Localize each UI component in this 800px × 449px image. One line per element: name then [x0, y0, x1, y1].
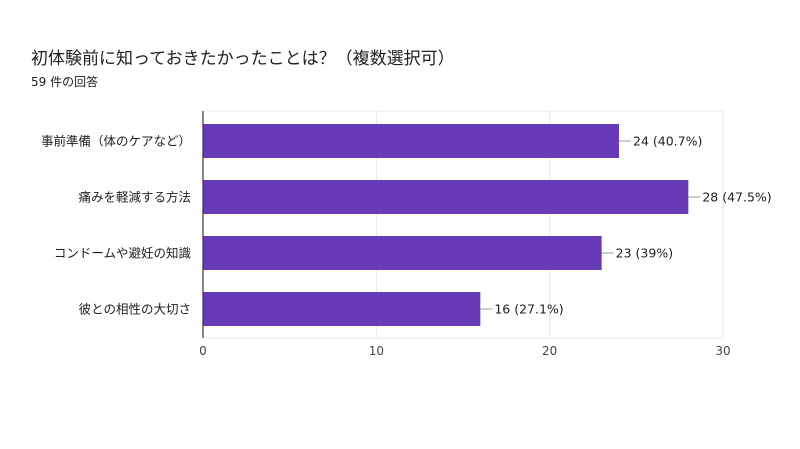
chart-title: 初体験前に知っておきたかったことは？（複数選択可） — [31, 49, 455, 69]
category-label: 事前準備（体のケアなど） — [41, 134, 191, 149]
x-tick-label: 10 — [369, 344, 384, 358]
bar — [203, 124, 619, 158]
bar — [203, 236, 602, 270]
data-label: 16 (27.1%) — [494, 302, 563, 317]
category-label: 彼との相性の大切さ — [79, 302, 191, 317]
response-count: 59 件の回答 — [31, 75, 99, 89]
x-tick-label: 0 — [199, 344, 207, 358]
category-label: 痛みを軽減する方法 — [78, 190, 191, 205]
x-tick-label: 30 — [715, 344, 730, 358]
bar — [203, 180, 689, 214]
data-label: 23 (39%) — [616, 246, 673, 261]
data-label: 28 (47.5%) — [702, 190, 771, 205]
bar — [203, 292, 481, 326]
category-label: コンドームや避妊の知識 — [54, 246, 191, 261]
x-tick-label: 20 — [542, 344, 557, 358]
data-label: 24 (40.7%) — [633, 134, 702, 149]
